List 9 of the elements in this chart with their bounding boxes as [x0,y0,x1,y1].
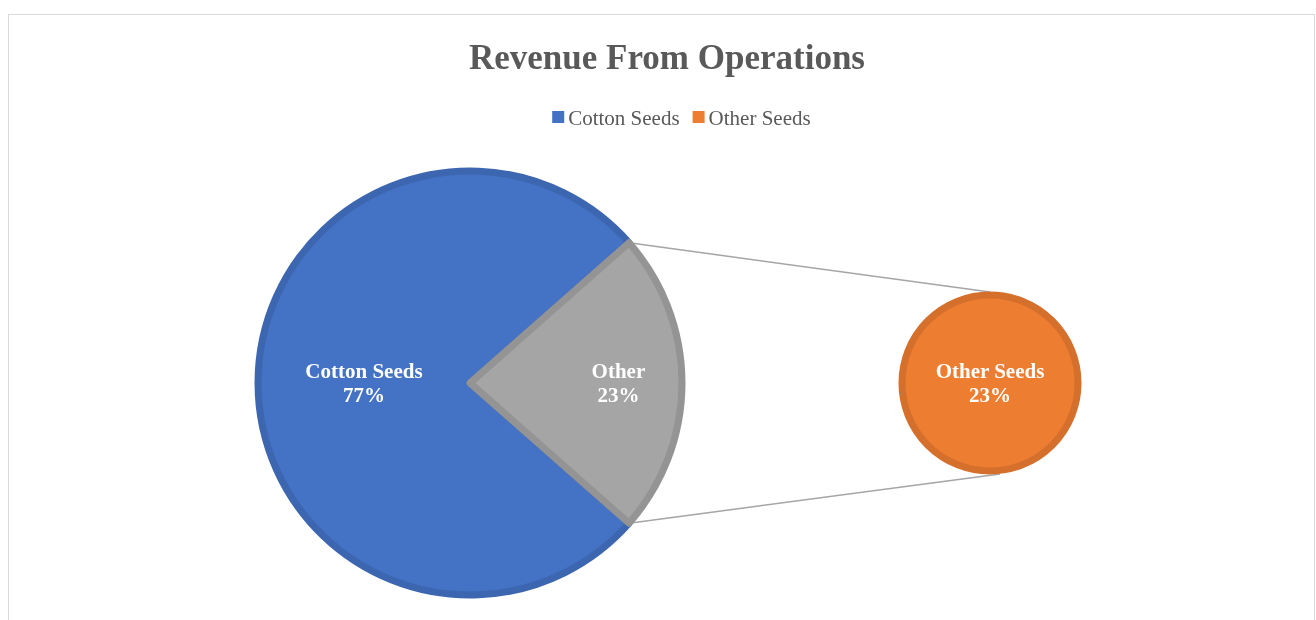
data-label: 77% [343,383,385,407]
data-label: 23% [597,383,640,407]
chart-title: Revenue From Operations [469,38,865,77]
data-label: 23% [969,383,1011,407]
legend-label: Cotton Seeds [568,106,680,130]
slice-label: Other Seeds [935,359,1045,383]
legend-label: Other Seeds [708,106,811,130]
slice-label: Other [591,359,646,383]
slice-label: Cotton Seeds [305,359,423,383]
